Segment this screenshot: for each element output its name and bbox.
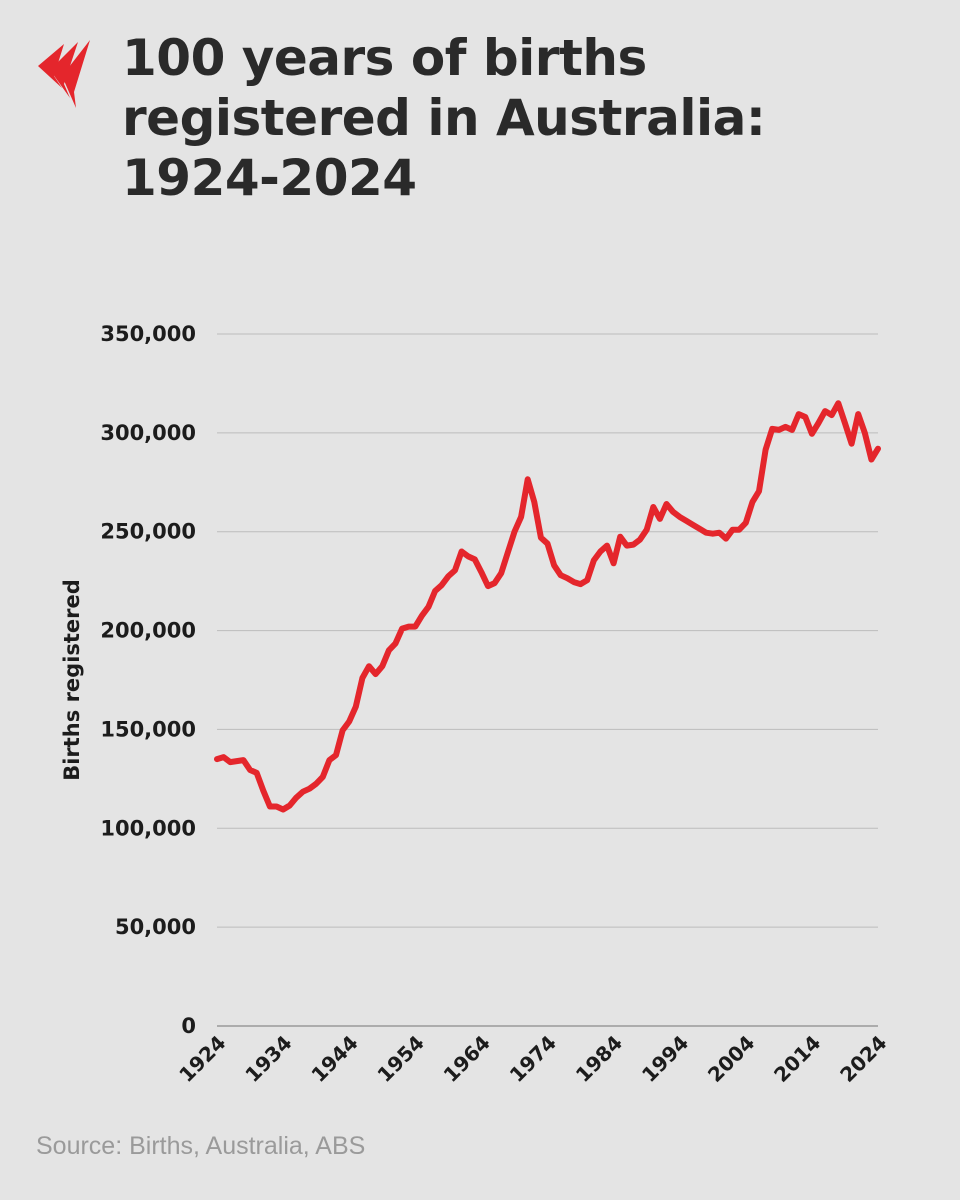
x-tick-label: 2004 <box>703 1031 759 1087</box>
gridlines <box>217 333 878 1027</box>
y-tick-label: 150,000 <box>100 717 196 741</box>
y-tick-label: 50,000 <box>115 915 196 939</box>
x-tick-label: 1924 <box>174 1031 230 1087</box>
y-tick-label: 0 <box>181 1014 196 1038</box>
x-tick-label: 1934 <box>240 1031 296 1087</box>
chart-title: 100 years of births registered in Austra… <box>122 28 922 208</box>
x-tick-label: 1954 <box>372 1031 428 1087</box>
y-tick-label: 200,000 <box>100 619 196 643</box>
title-line: 1924-2024 <box>122 149 417 207</box>
x-tick-label: 1974 <box>505 1031 561 1087</box>
births-line-chart: 0 50,000 100,000 150,000 200,000 250,000 300,0… <box>60 322 892 1087</box>
x-tick-label: 1994 <box>637 1031 693 1087</box>
x-tick-label: 1944 <box>306 1031 362 1087</box>
x-tick-label: 1984 <box>571 1031 627 1087</box>
brand-logo-icon <box>38 40 90 108</box>
series-line-births <box>214 400 881 813</box>
y-tick-label: 300,000 <box>100 421 196 445</box>
x-tick-label: 2014 <box>769 1031 825 1087</box>
y-tick-label: 350,000 <box>100 322 196 346</box>
source-note: Source: Births, Australia, ABS <box>36 1132 366 1160</box>
title-line: 100 years of births <box>122 29 647 87</box>
x-tick-label: 2024 <box>835 1031 891 1087</box>
y-axis-tick-labels: 0 50,000 100,000 150,000 200,000 250,000 300,0… <box>100 322 196 1038</box>
logo-stroke <box>38 44 64 88</box>
x-tick-label: 1964 <box>439 1031 495 1087</box>
logo-stroke <box>62 40 90 108</box>
title-line: registered in Australia: <box>122 89 766 147</box>
logo-stroke <box>50 42 78 98</box>
x-axis-tick-labels: 1924 1934 1944 1954 1964 1974 1984 1994 2004 2014… <box>174 1031 891 1087</box>
y-axis-label: Births registered <box>60 579 84 781</box>
y-tick-label: 250,000 <box>100 520 196 544</box>
y-tick-label: 100,000 <box>100 816 196 840</box>
